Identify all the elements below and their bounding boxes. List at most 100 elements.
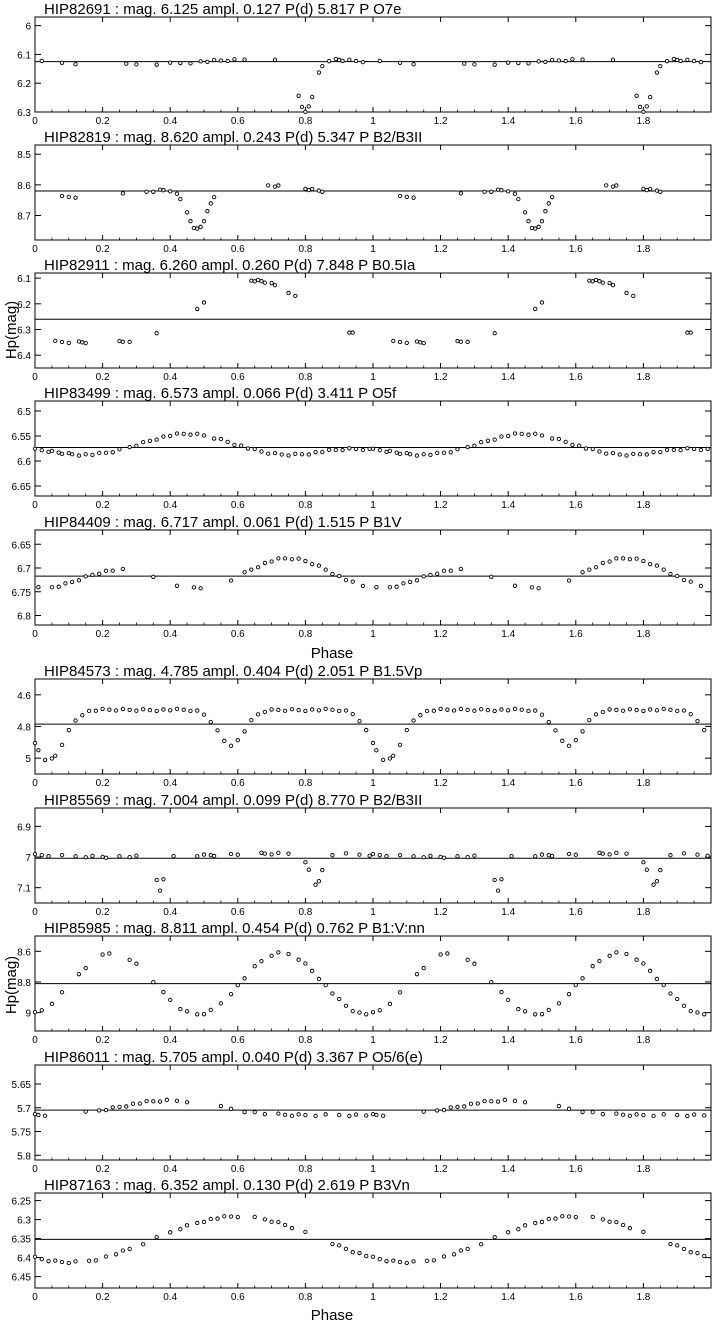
x-tick-label: 1.4	[501, 629, 515, 640]
panel-frame	[34, 678, 712, 775]
data-point	[93, 1258, 98, 1263]
x-tick-label: 0.2	[96, 1164, 110, 1175]
data-point	[485, 438, 491, 443]
data-point	[76, 339, 82, 344]
data-point	[566, 1214, 572, 1219]
data-point	[546, 1007, 551, 1013]
data-point	[634, 707, 639, 713]
y-tick-label: 6.3	[17, 1216, 31, 1227]
data-point	[506, 189, 511, 194]
data-point	[441, 1107, 447, 1113]
data-point	[492, 1234, 497, 1240]
data-point	[499, 707, 504, 712]
x-tick-label: 1	[370, 1035, 376, 1046]
data-point	[303, 558, 308, 564]
data-point	[641, 109, 646, 114]
data-point	[59, 451, 65, 456]
data-point	[597, 449, 602, 454]
data-point	[428, 452, 433, 458]
y-tick-label: 6	[25, 22, 31, 33]
data-point	[103, 1254, 109, 1259]
data-point	[350, 1008, 355, 1014]
data-point	[600, 709, 605, 715]
y-tick-label: 6.75	[12, 588, 32, 599]
data-point	[255, 712, 261, 717]
data-point	[448, 568, 453, 573]
data-point	[658, 867, 663, 873]
data-point	[634, 556, 639, 561]
data-point	[205, 59, 210, 65]
data-point	[688, 579, 693, 584]
data-point	[137, 1101, 142, 1106]
data-point	[702, 1012, 707, 1017]
y-tick-label: 6.6	[17, 457, 31, 468]
data-point	[610, 283, 616, 288]
data-point	[533, 431, 538, 436]
data-point	[316, 976, 322, 982]
data-point	[512, 191, 518, 196]
data-point	[590, 964, 595, 969]
y-tick-label: 7	[25, 853, 31, 864]
data-point	[418, 713, 423, 718]
data-point	[458, 339, 464, 344]
x-tick-label: 1.2	[434, 907, 448, 918]
data-point	[607, 707, 612, 712]
data-point	[543, 59, 548, 65]
data-point	[242, 57, 247, 62]
data-point	[32, 740, 38, 746]
x-tick-label: 0.6	[231, 116, 245, 127]
data-point	[262, 560, 267, 566]
data-point	[353, 58, 359, 64]
data-point	[97, 1108, 102, 1113]
data-point	[688, 1008, 693, 1014]
y-tick-label: 5	[25, 754, 31, 765]
light-curve-panel: HIP84409 : mag. 6.717 ampl. 0.061 P(d) 1…	[12, 514, 712, 640]
data-point	[387, 756, 393, 761]
data-point	[675, 57, 680, 63]
data-point	[201, 1012, 207, 1017]
data-point	[32, 446, 38, 451]
data-point	[32, 851, 38, 857]
x-tick-label: 0	[32, 372, 38, 383]
data-point	[276, 707, 281, 713]
x-tick-label: 0	[32, 1292, 38, 1303]
panel-title: HIP82691 : mag. 6.125 ampl. 0.127 P(d) 5…	[44, 1, 401, 18]
data-point	[671, 447, 676, 453]
data-point	[316, 708, 322, 713]
x-tick-label: 1.2	[434, 500, 448, 511]
data-point	[374, 585, 379, 590]
data-point	[580, 1109, 585, 1115]
y-tick-label: 6.7	[17, 564, 31, 575]
data-point	[435, 1108, 440, 1113]
data-point	[141, 439, 146, 445]
x-tick-label: 1.8	[636, 1292, 650, 1303]
data-point	[424, 708, 430, 714]
data-point	[303, 1229, 308, 1235]
data-point	[421, 855, 426, 860]
data-point	[445, 951, 450, 956]
data-point	[539, 219, 545, 224]
data-point	[631, 293, 636, 299]
data-point	[211, 57, 217, 63]
data-point	[482, 1098, 487, 1104]
data-point	[458, 706, 464, 712]
data-point	[431, 1258, 436, 1263]
x-tick-label: 1	[370, 244, 376, 255]
x-tick-label: 1	[370, 778, 376, 789]
data-point	[66, 1260, 71, 1266]
data-point	[438, 952, 443, 957]
panel-frame	[34, 1192, 712, 1289]
data-point	[73, 854, 78, 859]
data-point	[124, 1104, 129, 1109]
data-point	[479, 707, 484, 712]
data-point	[614, 850, 619, 856]
light-curve-panel: HIP85569 : mag. 7.004 ampl. 0.099 P(d) 8…	[17, 792, 712, 918]
data-point	[184, 210, 190, 215]
data-point	[675, 996, 680, 1002]
data-point	[685, 57, 690, 62]
data-point	[570, 57, 575, 62]
data-point	[46, 449, 51, 455]
data-point	[367, 446, 372, 452]
data-point	[232, 442, 237, 448]
data-point	[702, 1113, 707, 1118]
